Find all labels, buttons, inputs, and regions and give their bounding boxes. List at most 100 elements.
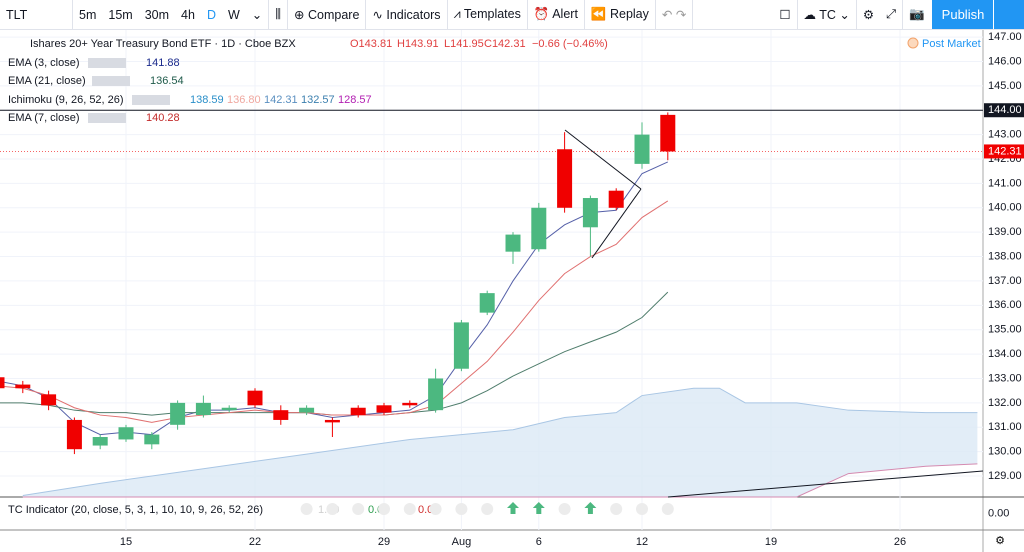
ema-line [0, 200, 669, 423]
x-tick-label: Aug [452, 536, 472, 548]
toolbar: TLT 5m 15m 30m 4h D W ⌄ ⫼ ⊕ Compare ∿ Ind… [0, 0, 1024, 30]
candle-body [479, 293, 495, 313]
templates[interactable]: ⩘ Templates [453, 7, 521, 21]
interval[interactable]: 5m [79, 7, 97, 22]
candle-body [505, 234, 521, 252]
y-tick-label: 135.00 [988, 324, 1022, 336]
study-value: 138.59 [190, 94, 224, 106]
price-label-box [984, 103, 1024, 118]
candle-body [324, 419, 340, 423]
candle-body [0, 377, 5, 389]
y-tick-label: 140.00 [988, 202, 1022, 214]
y-tick-label: 138.00 [988, 250, 1022, 262]
y-tick-label: 0.00 [988, 507, 1009, 519]
candle-body [531, 207, 547, 250]
y-tick-label: 145.00 [988, 80, 1022, 92]
candle-body [402, 402, 418, 406]
candle-body [634, 134, 650, 164]
study-name: Ichimoku (9, 26, 52, 26) [8, 94, 124, 106]
ichimoku-cloud [22, 388, 978, 497]
layout[interactable]: ☁ TC ⌄ [803, 8, 850, 22]
signal-dot [403, 503, 416, 515]
signal-dot [610, 503, 623, 515]
candle-body [453, 322, 469, 369]
candle-body [376, 405, 392, 413]
signal-arrow [507, 502, 519, 514]
price-label: 144.00 [988, 104, 1022, 116]
candle-body [66, 419, 82, 450]
y-tick-label: 136.00 [988, 299, 1022, 311]
indicators[interactable]: ∿ Indicators [372, 8, 441, 22]
x-tick-label: 29 [378, 536, 390, 548]
drawing-triangle[interactable] [591, 188, 642, 259]
candle-body [92, 437, 108, 446]
y-tick-label: 130.00 [988, 446, 1022, 458]
session-icon [907, 37, 919, 49]
interval[interactable]: 4h [181, 7, 195, 22]
study-value: 136.80 [227, 94, 261, 106]
y-tick-label: 137.00 [988, 275, 1022, 287]
session: Post Market [922, 38, 981, 50]
interval[interactable]: 15m [108, 7, 133, 22]
study-buttons [88, 113, 126, 123]
publish-button[interactable]: Publish [932, 0, 994, 29]
study-value: 140.28 [146, 112, 180, 124]
candle-body [299, 407, 315, 413]
y-tick-label: 141.00 [988, 177, 1022, 189]
study-buttons [92, 76, 130, 86]
candle-body [247, 390, 263, 406]
signal-dot [300, 503, 313, 515]
x-tick-label: 26 [894, 536, 906, 548]
x-tick-label: 6 [536, 536, 542, 548]
y-tick-label: 139.00 [988, 226, 1022, 238]
signal-dot [429, 503, 442, 515]
trend-line[interactable] [667, 470, 984, 498]
legend-ohlc: C142.31 [484, 38, 526, 50]
y-tick-label: 132.00 [988, 397, 1022, 409]
compare[interactable]: ⊕ Compare [294, 8, 360, 22]
interval[interactable]: W [227, 7, 240, 22]
stream-button[interactable] [993, 0, 1024, 29]
legend-ohlc: O143.81 [350, 38, 392, 50]
candle-body [118, 427, 134, 440]
candle-body [15, 384, 31, 389]
legend-symbol: Ishares 20+ Year Treasury Bond ETF · 1D … [30, 38, 296, 50]
y-tick-label: 134.00 [988, 348, 1022, 360]
interval[interactable]: 30m [144, 7, 170, 22]
candle-body [144, 434, 160, 445]
legend-ohlc: −0.66 (−0.46%) [532, 38, 608, 50]
study-buttons [88, 58, 126, 68]
signal-dot [636, 503, 648, 515]
y-tick-label: 146.00 [988, 55, 1022, 67]
alert[interactable]: ⏰ Alert [533, 7, 578, 21]
y-tick-label: 143.00 [988, 129, 1022, 141]
candle-body [582, 198, 598, 228]
study-value: 136.54 [150, 75, 184, 87]
candle-body [660, 114, 676, 152]
interval[interactable]: D [206, 7, 216, 22]
x-tick-label: 12 [636, 536, 648, 548]
candle-body [557, 149, 573, 208]
candle-body [41, 394, 57, 406]
candle-body [195, 402, 211, 416]
signal-arrow [584, 502, 597, 514]
study-value: 142.31 [264, 94, 298, 106]
cloud-lower [22, 463, 978, 498]
legend-ohlc: H143.91 [397, 38, 439, 50]
study-value: 128.57 [338, 94, 372, 106]
replay[interactable]: ⏪ Replay [590, 7, 649, 21]
price-label-box [984, 144, 1024, 159]
symbol[interactable]: TLT [6, 7, 28, 22]
y-tick-label: 133.00 [988, 372, 1022, 384]
drawing-triangle[interactable] [564, 129, 642, 190]
study-value: 141.88 [146, 57, 180, 69]
study-name: EMA (7, close) [8, 112, 80, 124]
legend-ohlc: L141.95 [444, 38, 484, 50]
price-label: 142.31 [988, 145, 1022, 157]
candle-body [608, 190, 624, 208]
indicator-name: TC Indicator (20, close, 5, 3, 1, 10, 10… [8, 504, 263, 516]
y-tick-label: 131.00 [988, 421, 1022, 433]
candle-body [350, 407, 366, 416]
